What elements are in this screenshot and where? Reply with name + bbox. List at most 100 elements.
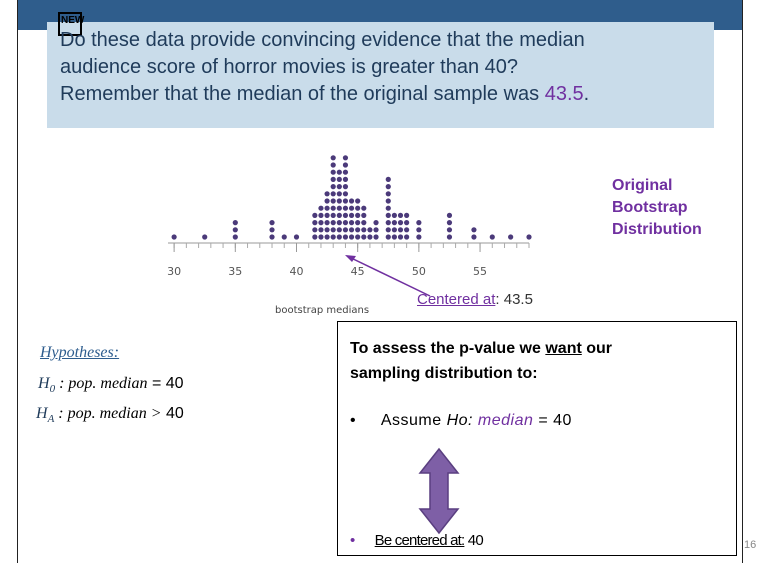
h-sub: 0 <box>49 383 56 396</box>
x-tick-label: 50 <box>412 265 426 278</box>
bullet-value: 40 <box>464 532 484 549</box>
dot <box>330 227 336 233</box>
dot <box>336 191 342 197</box>
dot <box>355 212 361 218</box>
dot <box>391 234 397 240</box>
question-line: audience score of horror movies is great… <box>60 56 519 78</box>
dot <box>526 234 532 240</box>
centered: Centered at: 43.5 <box>417 291 533 308</box>
bullet-ho: Ho: <box>446 412 473 429</box>
dot <box>348 212 355 218</box>
dot <box>355 220 361 226</box>
dot <box>348 234 355 240</box>
centered-label: Centered at <box>417 291 496 308</box>
dot <box>330 220 336 226</box>
dot <box>355 227 361 233</box>
dot <box>336 205 342 211</box>
side-label-line: Original <box>612 177 673 194</box>
dot-column <box>367 227 373 240</box>
dot-column <box>446 212 453 240</box>
question: Do these data provide convincing evidenc… <box>60 27 589 108</box>
dot <box>397 212 404 218</box>
bullet-text: Assume <box>380 412 447 429</box>
dot <box>342 162 349 168</box>
dot <box>404 220 410 226</box>
dot <box>324 234 330 240</box>
dot <box>397 227 404 233</box>
dot <box>342 220 349 226</box>
h-text: : pop. median <box>59 375 148 392</box>
dot <box>373 227 379 233</box>
dot <box>489 234 495 240</box>
dot <box>416 220 422 226</box>
badge-text: NEW <box>61 15 85 26</box>
dot <box>312 227 318 233</box>
dot <box>385 198 391 204</box>
dot-column <box>281 234 287 240</box>
hypotheses-title: Hypotheses: <box>40 344 120 361</box>
dot <box>342 191 349 197</box>
dot <box>312 220 318 226</box>
dot <box>330 176 336 182</box>
dot <box>404 227 410 233</box>
dot <box>348 198 355 204</box>
x-axis-label: bootstrap medians <box>275 305 369 316</box>
highlight: 43.5 <box>544 83 584 105</box>
page-number: 16 <box>744 539 757 551</box>
dot <box>342 234 349 240</box>
dot-column <box>361 205 367 240</box>
dot <box>318 212 324 218</box>
dot <box>342 184 349 190</box>
dot <box>355 205 361 211</box>
x-tick-label: 55 <box>473 265 487 278</box>
dot <box>312 234 318 240</box>
dot <box>324 198 330 204</box>
h-symbol: H <box>36 405 48 422</box>
dot <box>202 234 208 240</box>
dot <box>397 234 404 240</box>
dot-column <box>336 169 342 240</box>
dot-column <box>342 155 349 240</box>
dot <box>269 220 275 226</box>
dot <box>312 212 318 218</box>
bullet-2: • Be centered at: 40 <box>350 532 484 549</box>
dot-column <box>404 212 410 240</box>
dot <box>336 184 342 190</box>
dot <box>342 227 349 233</box>
dot <box>355 234 361 240</box>
dot <box>373 220 379 226</box>
dot <box>471 227 477 233</box>
question-end: . <box>583 83 590 105</box>
dot <box>342 155 349 161</box>
dot-column <box>471 227 477 240</box>
question-box <box>47 22 714 128</box>
x-tick-label: 35 <box>228 265 242 278</box>
dot <box>342 205 349 211</box>
dot <box>355 198 361 204</box>
side-label: Original Bootstrap Distribution <box>612 175 702 241</box>
dot <box>385 191 391 197</box>
dot <box>397 220 404 226</box>
dot <box>385 176 391 182</box>
dot <box>385 205 391 211</box>
centered-value: : 43.5 <box>495 291 533 308</box>
x-tick-label: 30 <box>167 265 181 278</box>
dot-column <box>489 234 495 240</box>
bullet-text: Be centered at: <box>374 532 466 549</box>
dot-column <box>373 220 379 240</box>
double-arrow <box>418 447 460 535</box>
dot-column <box>397 212 404 240</box>
dot <box>391 212 397 218</box>
dot-column <box>508 234 514 240</box>
dot-column <box>416 220 422 240</box>
h-rel: 40 <box>165 405 184 422</box>
dot <box>416 227 422 233</box>
dot-column <box>355 198 361 240</box>
dot <box>385 234 391 240</box>
dot <box>330 191 336 197</box>
dot-column <box>293 234 300 240</box>
dot-column <box>330 155 336 240</box>
dot <box>232 234 238 240</box>
dot <box>471 234 477 240</box>
